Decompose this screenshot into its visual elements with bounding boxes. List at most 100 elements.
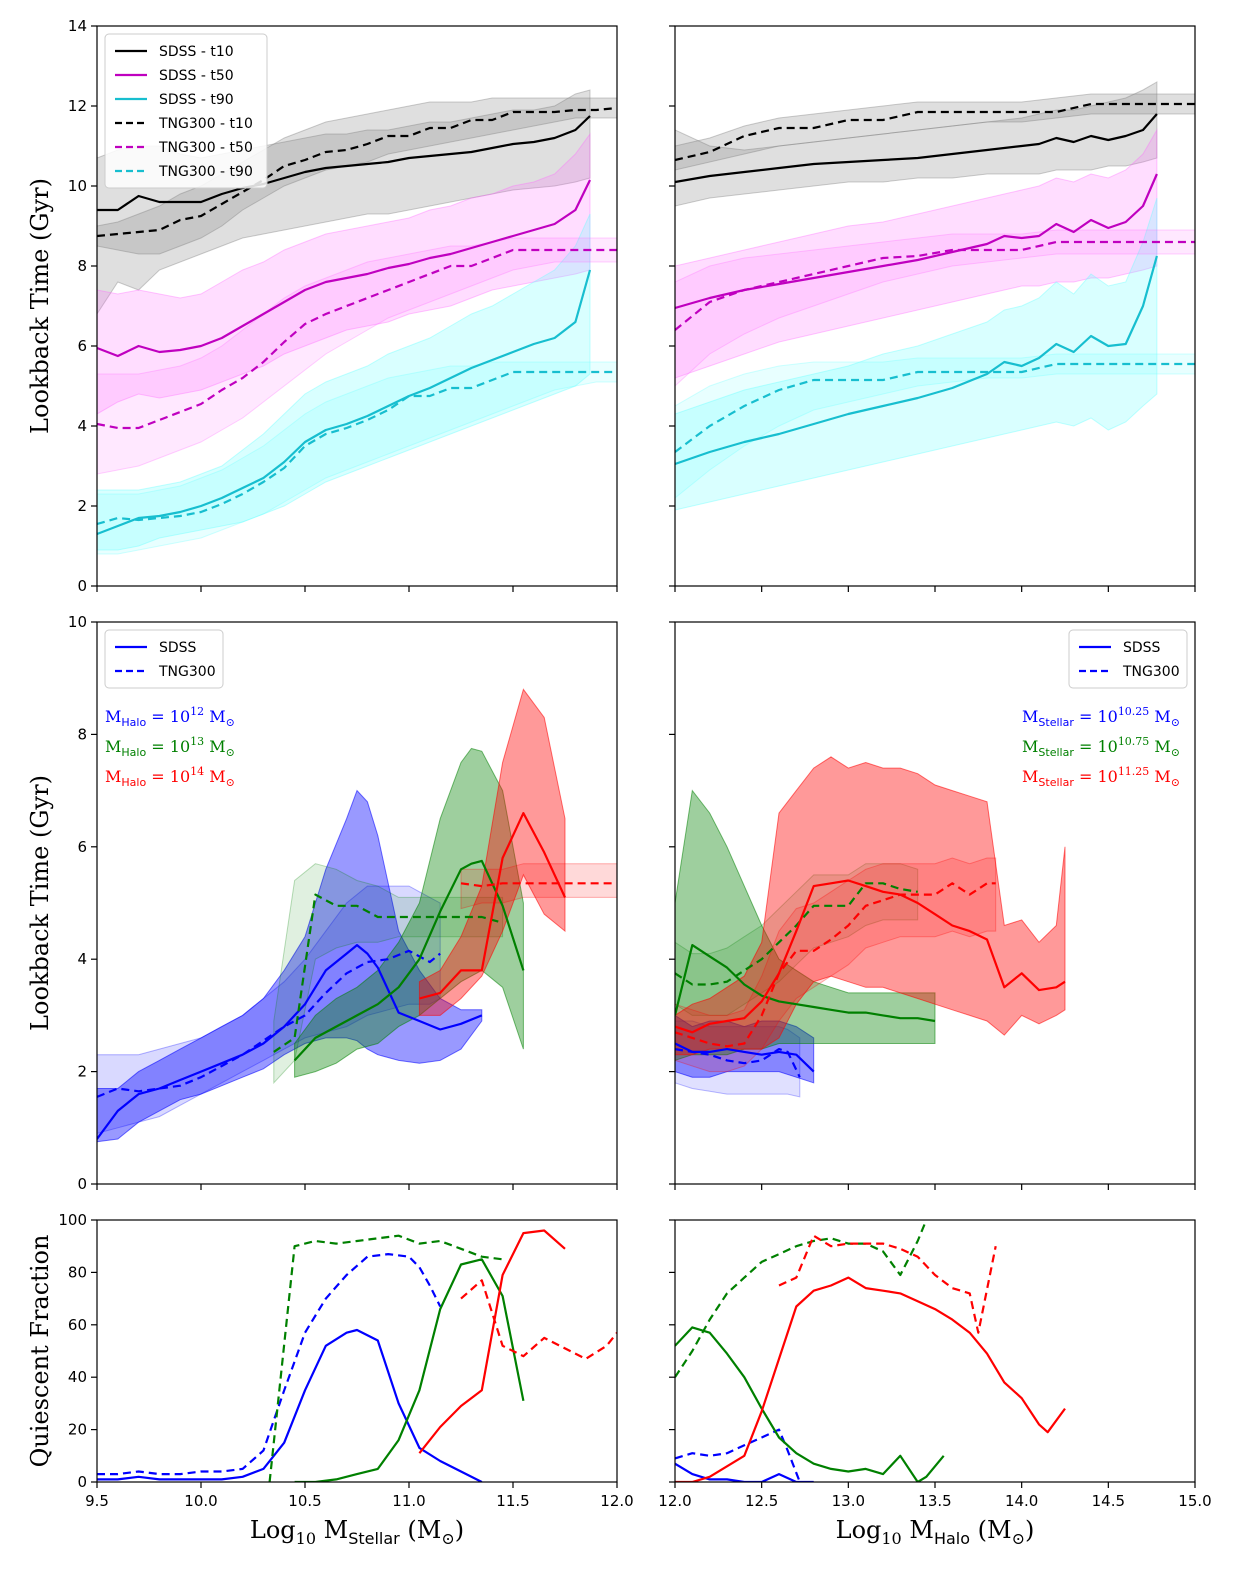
series-line-2 bbox=[675, 1326, 945, 1482]
x-tick-label: 11.5 bbox=[496, 1492, 529, 1510]
xlabel-part: Log bbox=[250, 1516, 296, 1544]
series-band-2 bbox=[97, 213, 591, 551]
x-tick-label: 10.0 bbox=[184, 1492, 217, 1510]
mass-annotation: MStellar = 1011.25 M⊙ bbox=[1022, 765, 1180, 789]
axes-frame bbox=[96, 621, 618, 1185]
plot-area bbox=[97, 89, 617, 555]
series-line-5 bbox=[460, 1279, 617, 1360]
series-line-3 bbox=[675, 1220, 928, 1378]
annot-sub: Stellar bbox=[1038, 746, 1074, 759]
y-tick-label: 8 bbox=[77, 725, 87, 743]
annot-part: = 10 bbox=[1074, 707, 1118, 726]
annot-part: M bbox=[105, 737, 121, 756]
series-line-4 bbox=[419, 812, 566, 1000]
annot-part: M bbox=[105, 707, 121, 726]
series-band-0 bbox=[97, 789, 483, 1143]
legend-label: TNG300 - t90 bbox=[158, 164, 253, 180]
series-line-5 bbox=[97, 370, 617, 526]
mass-annotation: MHalo = 1013 M⊙ bbox=[105, 735, 235, 759]
annot-sub: Halo bbox=[121, 746, 146, 759]
series-line-0 bbox=[675, 1042, 815, 1073]
series-band-5 bbox=[675, 857, 997, 1073]
legend-label: SDSS - t90 bbox=[159, 92, 234, 108]
x-tick-label: 13.5 bbox=[918, 1492, 951, 1510]
annot-sub: Halo bbox=[121, 776, 146, 789]
plot-area bbox=[675, 1220, 1066, 1482]
x-tick-label: 10.5 bbox=[288, 1492, 321, 1510]
series-line-0 bbox=[97, 115, 591, 212]
plot-area bbox=[675, 756, 1066, 1098]
y-tick-label: 0 bbox=[77, 577, 87, 595]
series-band-3 bbox=[273, 863, 504, 1085]
series-line-3 bbox=[97, 106, 617, 238]
annot-part: = 10 bbox=[1074, 737, 1118, 756]
series-band-0 bbox=[97, 89, 591, 315]
y-tick-label: 100 bbox=[58, 1211, 87, 1229]
series-line-2 bbox=[293, 859, 525, 1062]
annot-sub: Stellar bbox=[1038, 716, 1074, 729]
legend: SDSS TNG300 bbox=[1068, 629, 1188, 689]
annot-part: M bbox=[105, 767, 121, 786]
x-tick-label: 12.0 bbox=[658, 1492, 691, 1510]
y-tick-label: 2 bbox=[77, 1063, 87, 1081]
x-tick-label: 12.0 bbox=[600, 1492, 633, 1510]
y-tick-label: 4 bbox=[77, 950, 87, 968]
legend-label: SDSS bbox=[159, 640, 197, 656]
annot-part: M bbox=[1022, 707, 1038, 726]
legend-box bbox=[104, 33, 268, 189]
series-line-1 bbox=[675, 1428, 801, 1482]
series-line-5 bbox=[778, 1234, 997, 1334]
annot-part: M bbox=[1149, 767, 1170, 786]
legend: SDSS - t10 SDSS - t50 SDSS - t90 TNG300 - t… bbox=[104, 33, 268, 189]
xlabel-part: M bbox=[902, 1516, 934, 1544]
xlabel-part: (M bbox=[400, 1516, 442, 1544]
series-line-1 bbox=[97, 179, 591, 358]
series-line-2 bbox=[294, 1258, 525, 1482]
annot-sup: 10.75 bbox=[1118, 735, 1150, 748]
series-line-0 bbox=[97, 944, 483, 1140]
xlabel-sub: ⊙ bbox=[441, 1529, 454, 1548]
series-line-2 bbox=[97, 269, 592, 536]
series-line-2 bbox=[675, 944, 936, 1023]
y-tick-label: 60 bbox=[68, 1316, 87, 1334]
x-tick-label: 15.0 bbox=[1178, 1492, 1211, 1510]
y-tick-label: 8 bbox=[77, 257, 87, 275]
series-line-3 bbox=[675, 882, 918, 986]
xlabel-part: ) bbox=[1025, 1516, 1034, 1544]
plot-area bbox=[675, 81, 1195, 511]
series-line-1 bbox=[97, 949, 441, 1098]
series-line-3 bbox=[675, 102, 1195, 162]
annot-part: M bbox=[204, 767, 225, 786]
series-line-1 bbox=[675, 1048, 801, 1078]
x-axis-title: Log10 MHalo (M⊙) bbox=[836, 1516, 1035, 1548]
xlabel-part: M bbox=[316, 1516, 348, 1544]
axes-frame bbox=[674, 1219, 1196, 1483]
annot-sub: ⊙ bbox=[226, 746, 235, 759]
annot-part: = 10 bbox=[1074, 767, 1118, 786]
y-tick-label: 0 bbox=[77, 1473, 87, 1491]
xlabel-sub: 10 bbox=[296, 1529, 316, 1548]
annot-sup: 14 bbox=[190, 765, 204, 778]
annot-sup: 11.25 bbox=[1118, 765, 1150, 778]
y-tick-label: 14 bbox=[68, 17, 87, 35]
xlabel-part: Log bbox=[836, 1516, 882, 1544]
series-band-4 bbox=[675, 229, 1195, 387]
plot-area bbox=[97, 688, 617, 1143]
mass-annotation: MHalo = 1012 M⊙ bbox=[105, 705, 235, 729]
annot-part: M bbox=[204, 737, 225, 756]
series-line-1 bbox=[97, 1253, 442, 1476]
annot-sub: ⊙ bbox=[1171, 776, 1180, 789]
series-line-0 bbox=[675, 113, 1158, 184]
annot-part: M bbox=[1022, 767, 1038, 786]
mass-annotation: MStellar = 1010.75 M⊙ bbox=[1022, 735, 1180, 759]
panel-p2 bbox=[669, 25, 1196, 592]
legend-label: SDSS - t50 bbox=[159, 68, 234, 84]
y-tick-label: 2 bbox=[77, 497, 87, 515]
xlabel-sub: Halo bbox=[934, 1529, 970, 1548]
y-tick-label: 80 bbox=[68, 1263, 87, 1281]
series-band-0 bbox=[675, 81, 1158, 207]
y-axis-title: Lookback Time (Gyr) bbox=[26, 178, 54, 434]
legend-label: TNG300 - t10 bbox=[158, 116, 253, 132]
